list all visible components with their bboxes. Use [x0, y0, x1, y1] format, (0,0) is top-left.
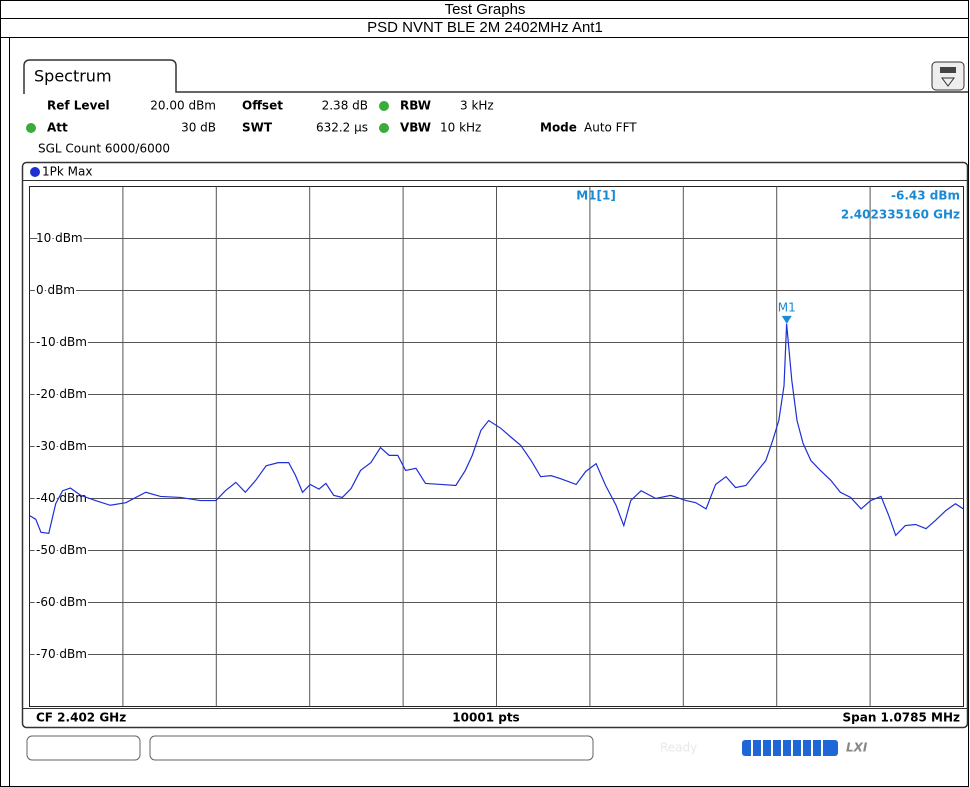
- trace: [29, 323, 964, 537]
- header-subtitle: PSD NVNT BLE 2M 2402MHz Ant1: [367, 19, 603, 36]
- setting-label: RBW: [400, 99, 431, 113]
- setting-label: Offset: [242, 99, 283, 113]
- status-dot: [26, 123, 36, 133]
- setting-value: Auto FFT: [584, 121, 637, 135]
- marker-label: M1: [778, 300, 796, 314]
- sweep-count: SGL Count 6000/6000: [38, 142, 170, 156]
- y-tick-label: -20 dBm: [36, 387, 87, 401]
- menu-icon: [940, 67, 956, 73]
- marker-frequency: 2.402335160 GHz: [841, 208, 960, 222]
- setting-label: Mode: [540, 121, 577, 135]
- setting-value: 2.38 dB: [322, 99, 368, 113]
- menu-icon: [941, 77, 955, 87]
- setting-value: 632.2 µs: [316, 121, 368, 135]
- tab-outline: [23, 59, 968, 94]
- setting-label: Att: [47, 121, 68, 135]
- setting-value: 20.00 dBm: [150, 99, 216, 113]
- setting-value: 3 kHz: [460, 99, 494, 113]
- plot-frame: [21, 161, 969, 729]
- marker: [781, 315, 792, 324]
- marker-readout: M1[1]: [576, 189, 616, 203]
- setting-value: 30 dB: [181, 121, 216, 135]
- setting-label: VBW: [400, 121, 431, 135]
- y-tick-label: -50 dBm: [36, 543, 87, 557]
- status-text: Ready: [660, 741, 697, 755]
- marker-level: -6.43 dBm: [891, 189, 960, 203]
- status-dot: [379, 101, 389, 111]
- y-tick-label: 0 dBm: [36, 283, 75, 297]
- status-dot: [379, 123, 389, 133]
- span: Span 1.0785 MHz: [842, 711, 960, 725]
- trace-label: 1Pk Max: [42, 165, 92, 179]
- setting-label: SWT: [242, 121, 273, 135]
- y-tick-label: -60 dBm: [36, 595, 87, 609]
- trace-dot: [30, 167, 40, 177]
- progress-segments: [751, 740, 823, 756]
- y-tick-label: 10 dBm: [36, 231, 83, 245]
- lxi-logo: LXI: [846, 741, 868, 755]
- tab-label[interactable]: Spectrum: [34, 67, 112, 86]
- setting-label: Ref Level: [47, 99, 110, 113]
- y-tick-label: -70 dBm: [36, 647, 87, 661]
- y-tick-label: -40 dBm: [36, 491, 87, 505]
- center-frequency: CF 2.402 GHz: [36, 711, 126, 725]
- softkey[interactable]: [26, 735, 141, 761]
- y-tick-label: -10 dBm: [36, 335, 87, 349]
- setting-value: 10 kHz: [440, 121, 481, 135]
- progress-bar: [742, 740, 838, 756]
- header-title: Test Graphs: [445, 1, 526, 18]
- sweep-points: 10001 pts: [452, 711, 519, 725]
- message-box: [149, 735, 594, 761]
- y-tick-label: -30 dBm: [36, 439, 87, 453]
